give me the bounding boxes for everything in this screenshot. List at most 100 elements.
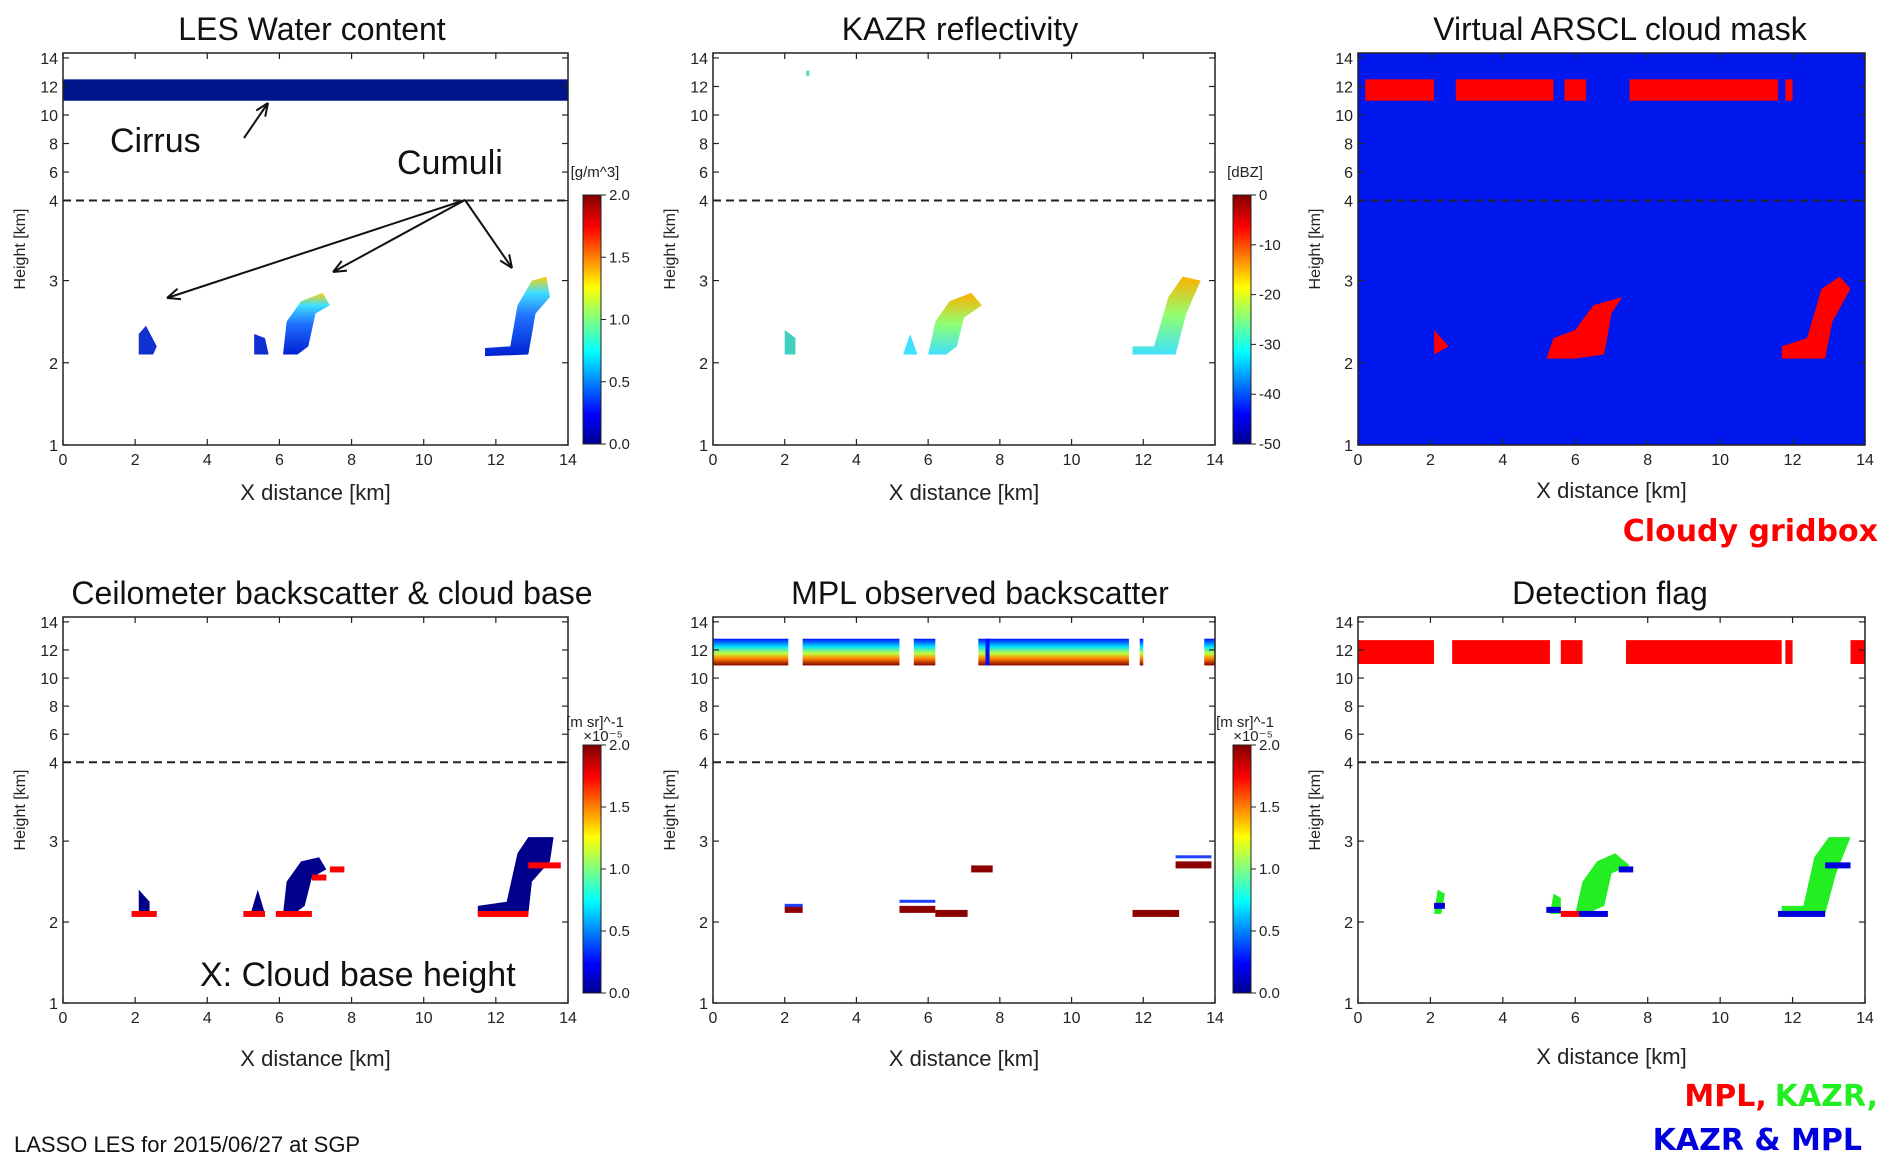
cloud-base-marker [243,910,265,917]
y-tick-label: 10 [1335,108,1353,125]
colorbar-tick-label: -50 [1259,436,1281,453]
flag-base [1618,866,1634,873]
flag-cirrus-segment [1560,640,1583,665]
y-tick-label: 3 [1344,274,1353,291]
y-tick-label: 8 [1344,137,1353,154]
y-tick-label: 8 [49,699,58,716]
ceil-cloud-2 [250,889,265,914]
y-tick-label: 2 [49,356,58,373]
colorbar-label: [m sr]^-1 [566,714,624,731]
cumulus-1 [138,325,157,355]
colorbar-label: [g/m^3] [571,164,620,181]
y-tick-label: 3 [699,834,708,851]
mpl-cirrus-segment [913,638,936,666]
flag-base [1560,910,1579,917]
colorbar-tick-label: 1.5 [1259,799,1280,816]
x-tick-label: 14 [1856,1010,1874,1027]
x-tick-label: 0 [59,452,68,469]
x-tick-label: 6 [275,1010,284,1027]
x-tick-label: 8 [347,1010,356,1027]
x-tick-label: 10 [1063,452,1081,469]
cumuli-arrow-3-head [499,254,513,269]
x-tick-label: 0 [709,452,718,469]
flag-base [1825,862,1851,869]
cumuli-arrow-3 [464,199,513,269]
y-tick-label: 6 [49,165,58,182]
x-tick-label: 6 [1571,452,1580,469]
mpl-return [1175,861,1212,869]
y-tick-label: 1 [49,438,58,455]
flag-cirrus-segment [1452,640,1550,665]
ceil-cloud-3 [283,857,327,914]
x-tick-label: 4 [1498,1010,1507,1027]
x-tick-label: 10 [415,452,433,469]
y-tick-label: 12 [690,79,708,96]
x-axis-label: X distance [km] [889,480,1039,505]
cloud-base-marker [528,862,561,869]
cirrus-mask-segment [1365,79,1435,101]
cumuli-arrow-1 [166,199,466,299]
x-tick-label: 4 [203,452,212,469]
cloud-base-marker [131,910,157,917]
cloud-mask-2 [1546,297,1623,359]
cumuli-arrow-2 [332,199,466,273]
colorbar [1232,194,1252,445]
y-tick-label: 2 [1344,915,1353,932]
x-tick-label: 4 [852,452,861,469]
mpl-return [935,909,968,917]
x-tick-label: 0 [1354,452,1363,469]
echo-speck [806,70,810,76]
y-tick-label: 12 [690,643,708,660]
mpl-cirrus-segment [802,638,900,666]
y-tick-label: 2 [1344,356,1353,373]
cloud-base-marker [329,866,345,873]
x-tick-label: 8 [347,452,356,469]
flag-base [1434,902,1445,909]
colorbar-tick-label: 1.0 [1259,861,1280,878]
y-tick-label: 2 [49,915,58,932]
x-tick-label: 6 [924,452,933,469]
mpl-return-top [899,899,936,903]
mpl-cirrus-segment [1204,638,1215,666]
mpl-gap-column [985,638,990,666]
y-tick-label: 4 [49,194,58,211]
y-tick-label: 12 [40,643,58,660]
y-tick-label: 2 [699,356,708,373]
x-tick-label: 8 [1643,452,1652,469]
x-tick-label: 2 [1426,452,1435,469]
x-tick-label: 10 [1063,1010,1081,1027]
x-axis-label: X distance [km] [1536,1044,1686,1069]
y-tick-label: 3 [1344,834,1353,851]
y-tick-label: 14 [40,615,58,632]
y-tick-label: 3 [699,274,708,291]
colorbar-tick-label: -30 [1259,336,1281,353]
mpl-cirrus-segment [978,638,1129,666]
colorbar-tick-label: 0.5 [609,374,630,391]
cloud-mask-3 [1781,276,1851,359]
cirrus-mask-segment [1785,79,1793,101]
colorbar-tick-label: -40 [1259,386,1281,403]
colorbar-tick-label: -20 [1259,287,1281,304]
x-tick-label: 10 [415,1010,433,1027]
caption: LASSO LES for 2015/06/27 at SGP [14,1132,360,1154]
panel-title: Detection flag [1512,575,1708,611]
y-tick-label: 8 [1344,699,1353,716]
colorbar-tick-label: 1.5 [609,799,630,816]
y-tick-label: 6 [1344,727,1353,744]
kazr-mpl-legend: KAZR & MPL [1653,1123,1862,1154]
y-tick-label: 10 [40,671,58,688]
flag-kazr-3 [1575,853,1630,914]
cloud-base-marker [275,910,312,917]
y-tick-label: 1 [49,996,58,1013]
y-axis-label: Height [km] [1307,770,1324,851]
cumuli-arrow-2-head [332,260,348,273]
x-tick-label: 14 [559,1010,577,1027]
ceil-cloud-4 [477,837,554,914]
y-tick-label: 4 [699,755,708,772]
y-tick-label: 10 [690,671,708,688]
echo-1 [784,329,796,355]
colorbar-scale: ×10⁻⁵ [583,728,623,745]
colorbar-tick-label: -10 [1259,237,1281,254]
x-tick-label: 10 [1711,452,1729,469]
